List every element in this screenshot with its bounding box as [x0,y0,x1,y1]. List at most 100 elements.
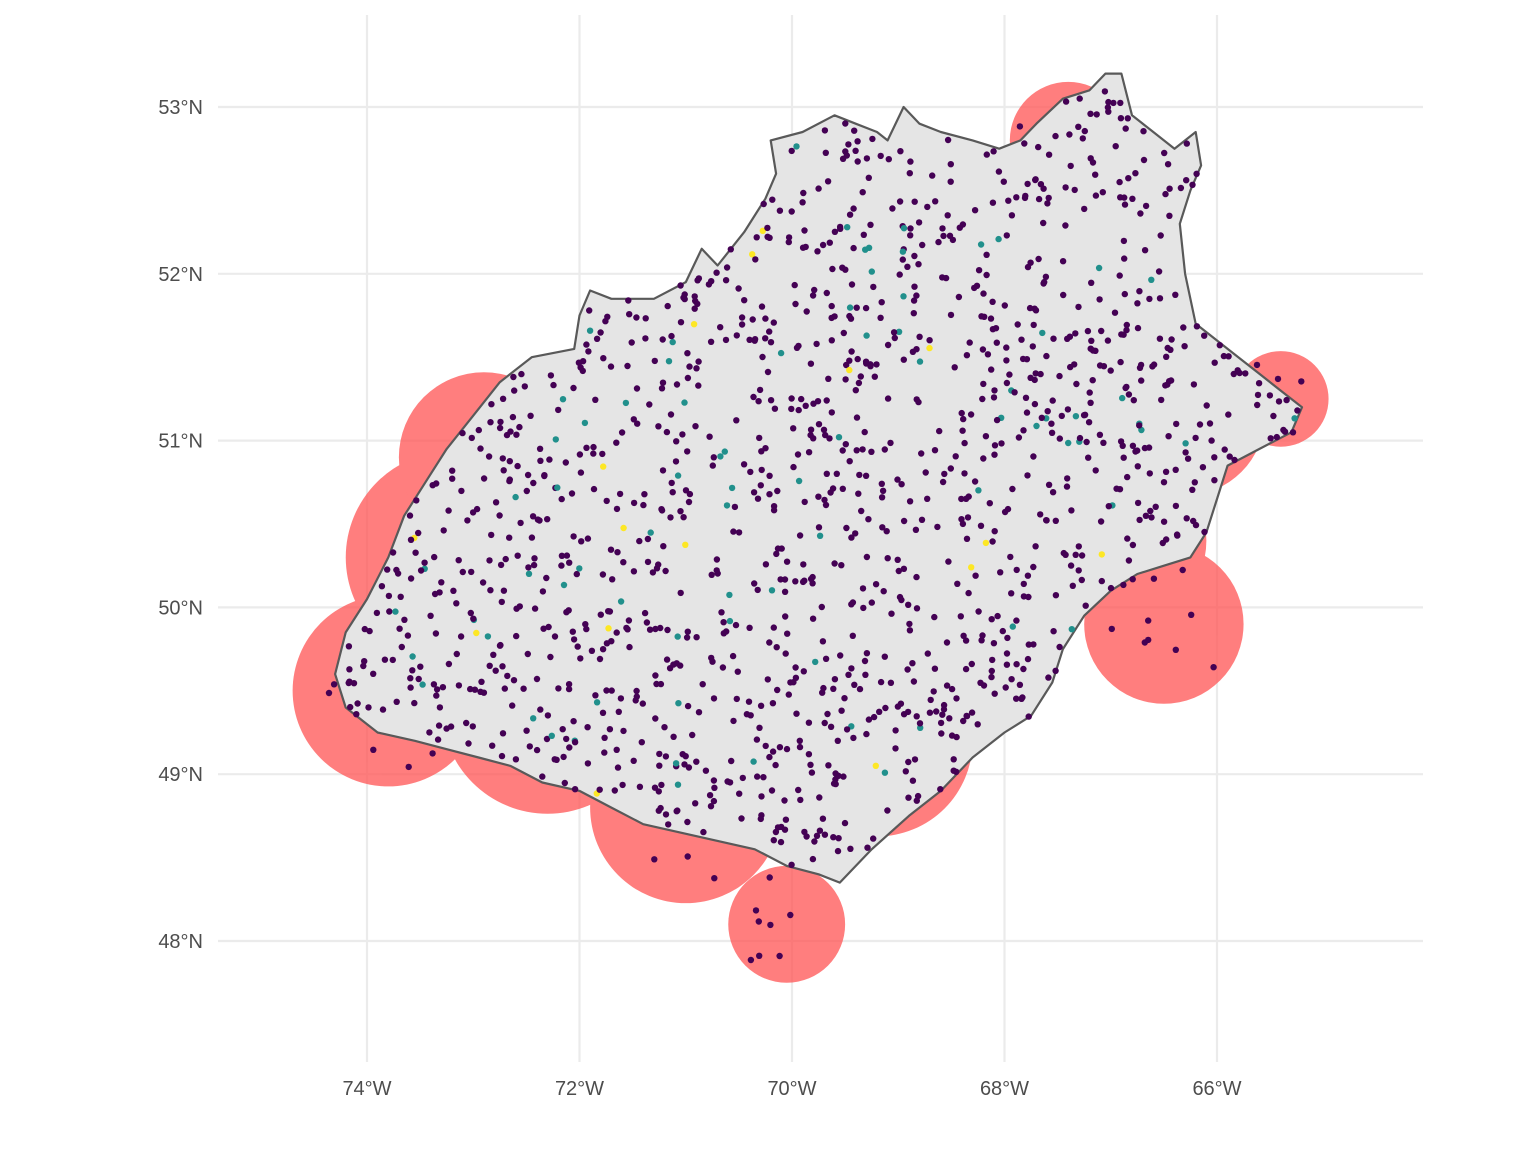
hex-cell [630,757,637,764]
hex-cell [449,467,456,474]
hex-cell [642,315,649,322]
hex-cell [435,722,443,729]
hex-cell [747,468,754,476]
hex-cell [861,428,868,436]
hex-cell [1167,377,1175,384]
hex-cell [497,418,504,426]
hex-cell [480,689,488,696]
hex-cell [656,762,663,769]
hex-cell [1111,309,1119,316]
hex-cell [846,304,854,311]
hex-cell [721,448,728,455]
hex-cell [499,455,506,462]
hex-cell [1024,655,1032,663]
hex-cell [960,632,967,639]
hex-cell [1069,582,1077,589]
hex-cell [475,426,482,434]
hex-cell [999,627,1006,635]
hex-cell [1014,321,1021,328]
hex-cell [459,568,466,576]
hex-cell [1112,143,1119,150]
hex-cell [863,650,871,657]
hex-cell [760,774,767,781]
hex-cell [429,750,436,757]
hex-cell [839,155,847,162]
hex-cell [498,598,505,606]
hex-cell [684,628,691,635]
hex-cell [971,284,978,292]
hex-cell [1121,201,1129,208]
hex-cell [1075,123,1082,130]
hex-cell [490,651,497,658]
hex-cell [684,350,691,357]
hex-cell [846,458,853,465]
hex-cell [480,475,488,482]
hex-cell [926,337,933,344]
hex-cell [622,399,630,407]
hex-cell [668,479,675,487]
hex-cell [1137,210,1144,217]
hex-cell [653,680,660,688]
hex-cell [868,448,875,455]
hex-cell [830,685,837,692]
hex-cell [683,634,691,641]
hex-cell [663,656,671,663]
hex-cell [1003,344,1010,351]
hex-cell [950,767,957,774]
hex-cell [603,640,611,647]
hex-cell [693,758,700,765]
hex-cell [496,424,504,432]
hex-cell [1156,295,1164,302]
hex-cell [652,672,659,679]
hex-cell [853,414,861,421]
hex-cell [605,625,612,632]
hex-cell [912,526,920,533]
hex-cell [800,561,807,568]
hex-cell [852,147,859,154]
hex-cell [997,569,1004,576]
hex-cell [1045,481,1053,488]
axis-labels: 53°N 52°N 51°N 50°N 49°N 48°N 74°W 72°W 70°W 68°W… [158,97,1241,1100]
hex-cell [489,742,496,749]
hex-cell [633,687,640,695]
hex-cell [862,304,870,312]
hex-cell [1121,255,1128,262]
lon-tick-label: 72°W [555,1078,604,1100]
hex-cell [1140,128,1147,135]
hex-cell [1172,291,1179,298]
hex-cell [980,290,987,297]
hex-grid-cells [325,88,1305,964]
hex-cell [1049,489,1057,496]
hex-cell [998,440,1005,447]
hex-cell [613,746,620,753]
hex-cell [1052,592,1060,599]
hex-cell [899,248,907,255]
hex-cell [979,395,986,403]
hex-cell [655,807,662,814]
hex-cell [438,579,445,586]
hex-cell [617,695,625,702]
hex-cell [854,158,861,165]
hex-cell [677,508,684,515]
hex-cell [870,713,878,721]
hex-cell [760,200,767,208]
hex-cell [1136,516,1143,524]
hex-cell [900,565,908,572]
hex-cell [1027,374,1034,381]
hex-cell [919,241,926,249]
hex-cell [964,514,972,521]
hex-cell [777,838,785,846]
hex-cell [1096,431,1104,438]
hex-cell [1072,330,1079,337]
hex-cell [884,807,891,814]
hex-cell [911,283,918,290]
hex-cell [974,721,981,728]
hex-cell [1073,380,1080,388]
hex-cell [1140,156,1148,164]
hex-cell [1007,553,1014,561]
hex-cell [831,560,838,567]
hex-cell [571,739,579,746]
hex-cell [815,493,822,500]
hex-cell [1146,295,1153,303]
hex-cell [733,332,740,339]
